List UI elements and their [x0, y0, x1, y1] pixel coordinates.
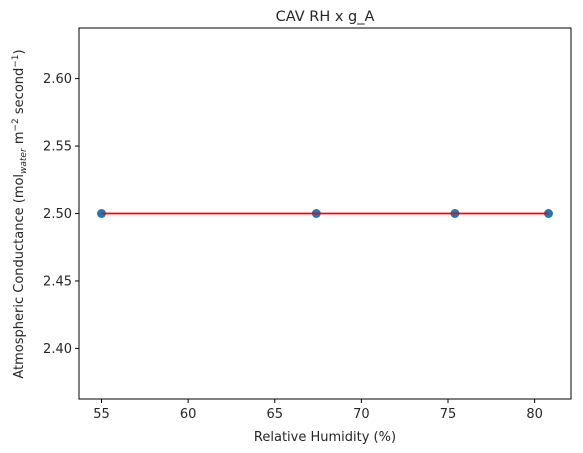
x-tick-label: 70: [353, 407, 370, 422]
x-axis-ticks: 55 60 65 70 75 80: [93, 399, 543, 422]
y-tick-label: 2.60: [43, 72, 72, 87]
y-axis-label-sub-water: water: [19, 147, 29, 174]
y-axis-label-mid1: m: [12, 132, 27, 149]
y-axis-label-mid2: second: [12, 68, 27, 119]
x-tick-label: 75: [440, 407, 457, 422]
y-tick-label: 2.45: [43, 274, 72, 289]
x-tick-label: 65: [266, 407, 283, 422]
y-axis-label: Atmospheric Conductance (molwater m−2 se…: [11, 49, 29, 378]
chart-title: CAV RH x g_A: [276, 9, 375, 25]
y-tick-label: 2.40: [43, 342, 72, 357]
y-axis-label-sup2: −1: [11, 54, 21, 67]
x-tick-label: 55: [93, 407, 110, 422]
x-axis-label: Relative Humidity (%): [254, 430, 396, 445]
y-axis-label-suffix: ): [12, 49, 27, 54]
y-axis-label-prefix: Atmospheric Conductance (mol: [12, 174, 27, 379]
y-axis-ticks: 2.40 2.45 2.50 2.55 2.60: [43, 72, 79, 357]
y-axis-label-sup1: −2: [11, 118, 21, 131]
y-tick-label: 2.50: [43, 207, 72, 222]
y-tick-label: 2.55: [43, 140, 72, 155]
x-tick-label: 80: [526, 407, 543, 422]
chart-marks: [97, 209, 553, 218]
x-tick-label: 60: [180, 407, 197, 422]
